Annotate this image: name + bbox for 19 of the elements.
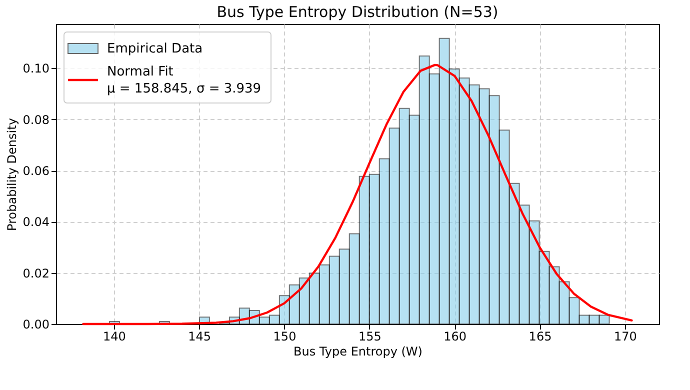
y-axis-title: Probability Density	[4, 118, 19, 231]
y-tick-label: 0.04	[22, 215, 50, 230]
y-tick-label: 0.06	[22, 164, 50, 178]
legend-label: Normal Fit μ = 158.845, σ = 3.939	[107, 64, 262, 96]
y-tick-label: 0.02	[22, 266, 50, 280]
chart-title: Bus Type Entropy Distribution (N=53)	[216, 3, 498, 21]
y-tick-label: 0.00	[22, 318, 50, 332]
y-tick-label: 0.10	[22, 62, 50, 76]
x-tick-label: 160	[444, 330, 467, 344]
x-tick-label: 165	[528, 330, 552, 344]
x-tick-label: 140	[102, 330, 126, 344]
x-axis-title: Bus Type Entropy (W)	[294, 344, 422, 358]
x-tick-label: 170	[614, 330, 637, 344]
y-tick-label: 0.08	[22, 112, 50, 127]
x-tick-label: 145	[188, 330, 212, 344]
x-tick-label: 155	[358, 330, 382, 344]
legend-label: Empirical Data	[107, 42, 203, 56]
x-tick-label: 150	[273, 330, 296, 344]
line-series	[82, 64, 633, 326]
